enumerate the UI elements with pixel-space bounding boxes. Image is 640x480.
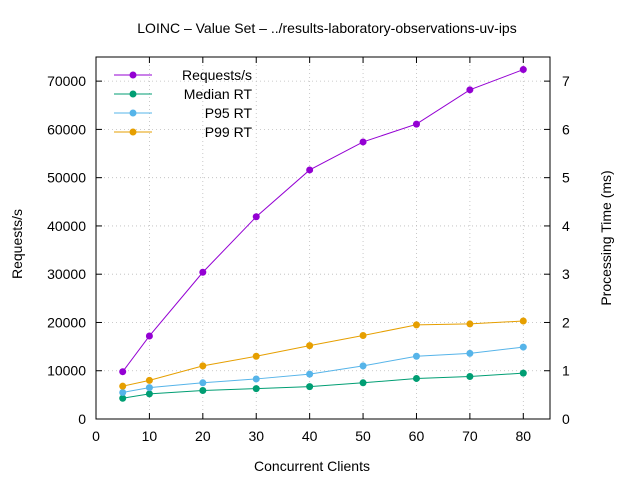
data-point bbox=[252, 375, 260, 383]
legend-entry: P95 RT bbox=[114, 105, 252, 121]
legend-entry: Requests/s bbox=[114, 67, 252, 83]
data-point bbox=[466, 320, 474, 328]
series-median-rt bbox=[119, 369, 527, 402]
data-point bbox=[306, 370, 314, 378]
legend-entry: Median RT bbox=[114, 86, 252, 102]
data-point bbox=[306, 342, 314, 350]
data-point bbox=[519, 343, 527, 351]
data-point bbox=[199, 379, 207, 387]
x-tick-label: 70 bbox=[462, 428, 478, 444]
legend-entry: P99 RT bbox=[114, 124, 252, 140]
y-tick-label: 40000 bbox=[47, 218, 86, 234]
data-point bbox=[145, 384, 153, 392]
series-p95-rt bbox=[119, 343, 527, 396]
series-line bbox=[122, 69, 524, 372]
legend-marker bbox=[129, 90, 137, 98]
plot-frame bbox=[95, 56, 551, 420]
x-tick-label: 40 bbox=[302, 428, 318, 444]
data-point bbox=[412, 321, 420, 329]
data-point bbox=[199, 387, 207, 395]
legend-label: Requests/s bbox=[182, 67, 252, 83]
y-tick-label: 30000 bbox=[47, 266, 86, 282]
data-point bbox=[199, 268, 207, 276]
data-point bbox=[252, 385, 260, 393]
data-point bbox=[306, 383, 314, 391]
y-tick-label: 20000 bbox=[47, 314, 86, 330]
series-layer bbox=[119, 66, 527, 402]
data-point bbox=[359, 138, 367, 146]
data-point bbox=[412, 374, 420, 382]
y-tick-label: 60000 bbox=[47, 121, 86, 137]
data-point bbox=[199, 362, 207, 370]
y-tick-label: 0 bbox=[78, 411, 86, 427]
x-tick-label: 60 bbox=[409, 428, 425, 444]
y-tick-label: 50000 bbox=[47, 170, 86, 186]
y2-tick-label: 3 bbox=[562, 266, 570, 282]
data-point bbox=[145, 376, 153, 384]
y2-tick-label: 7 bbox=[562, 73, 570, 89]
y2-tick-label: 2 bbox=[562, 314, 570, 330]
data-point bbox=[519, 66, 527, 74]
y2-tick-label: 1 bbox=[562, 363, 570, 379]
data-point bbox=[519, 369, 527, 377]
chart-title: LOINC – Value Set – ../results-laborator… bbox=[137, 20, 516, 36]
grid bbox=[96, 57, 550, 419]
data-point bbox=[412, 352, 420, 360]
data-point bbox=[145, 390, 153, 398]
data-point bbox=[519, 317, 527, 325]
y-tick-label: 70000 bbox=[47, 73, 86, 89]
y-tick-label: 10000 bbox=[47, 363, 86, 379]
data-point bbox=[119, 394, 127, 402]
legend-label: P99 RT bbox=[205, 124, 253, 140]
x-tick-label: 30 bbox=[248, 428, 264, 444]
x-tick-label: 50 bbox=[355, 428, 371, 444]
data-point bbox=[119, 368, 127, 376]
series-line bbox=[122, 372, 524, 399]
y2-tick-label: 5 bbox=[562, 170, 570, 186]
legend-marker bbox=[129, 128, 137, 136]
x-tick-label: 10 bbox=[142, 428, 158, 444]
series-requests-s bbox=[119, 66, 527, 376]
x-tick-label: 80 bbox=[516, 428, 532, 444]
y-axis-title: Requests/s bbox=[9, 209, 25, 279]
legend-marker bbox=[129, 109, 137, 117]
tick-layer: 0 10 20 30 40 50 60 70 8001000020000300004000050… bbox=[47, 57, 570, 444]
y2-axis-title: Processing Time (ms) bbox=[598, 170, 614, 305]
data-point bbox=[359, 362, 367, 370]
data-point bbox=[306, 166, 314, 174]
x-axis-title: Concurrent Clients bbox=[254, 458, 370, 474]
legend-label: P95 RT bbox=[205, 105, 253, 121]
data-point bbox=[412, 120, 420, 128]
legend-label: Median RT bbox=[184, 86, 253, 102]
data-point bbox=[119, 382, 127, 390]
data-point bbox=[466, 349, 474, 357]
legend: Requests/s Median RT P95 RT P99 RT bbox=[114, 67, 252, 140]
y2-tick-label: 0 bbox=[562, 411, 570, 427]
data-point bbox=[466, 86, 474, 94]
x-tick-label: 0 bbox=[92, 428, 100, 444]
y2-tick-label: 6 bbox=[562, 121, 570, 137]
data-point bbox=[252, 352, 260, 360]
data-point bbox=[359, 379, 367, 387]
data-point bbox=[252, 213, 260, 221]
series-p99-rt bbox=[119, 317, 527, 390]
data-point bbox=[119, 388, 127, 396]
legend-marker bbox=[129, 71, 137, 79]
data-point bbox=[145, 332, 153, 340]
x-tick-label: 20 bbox=[195, 428, 211, 444]
y2-tick-label: 4 bbox=[562, 218, 570, 234]
data-point bbox=[359, 331, 367, 339]
data-point bbox=[466, 373, 474, 381]
